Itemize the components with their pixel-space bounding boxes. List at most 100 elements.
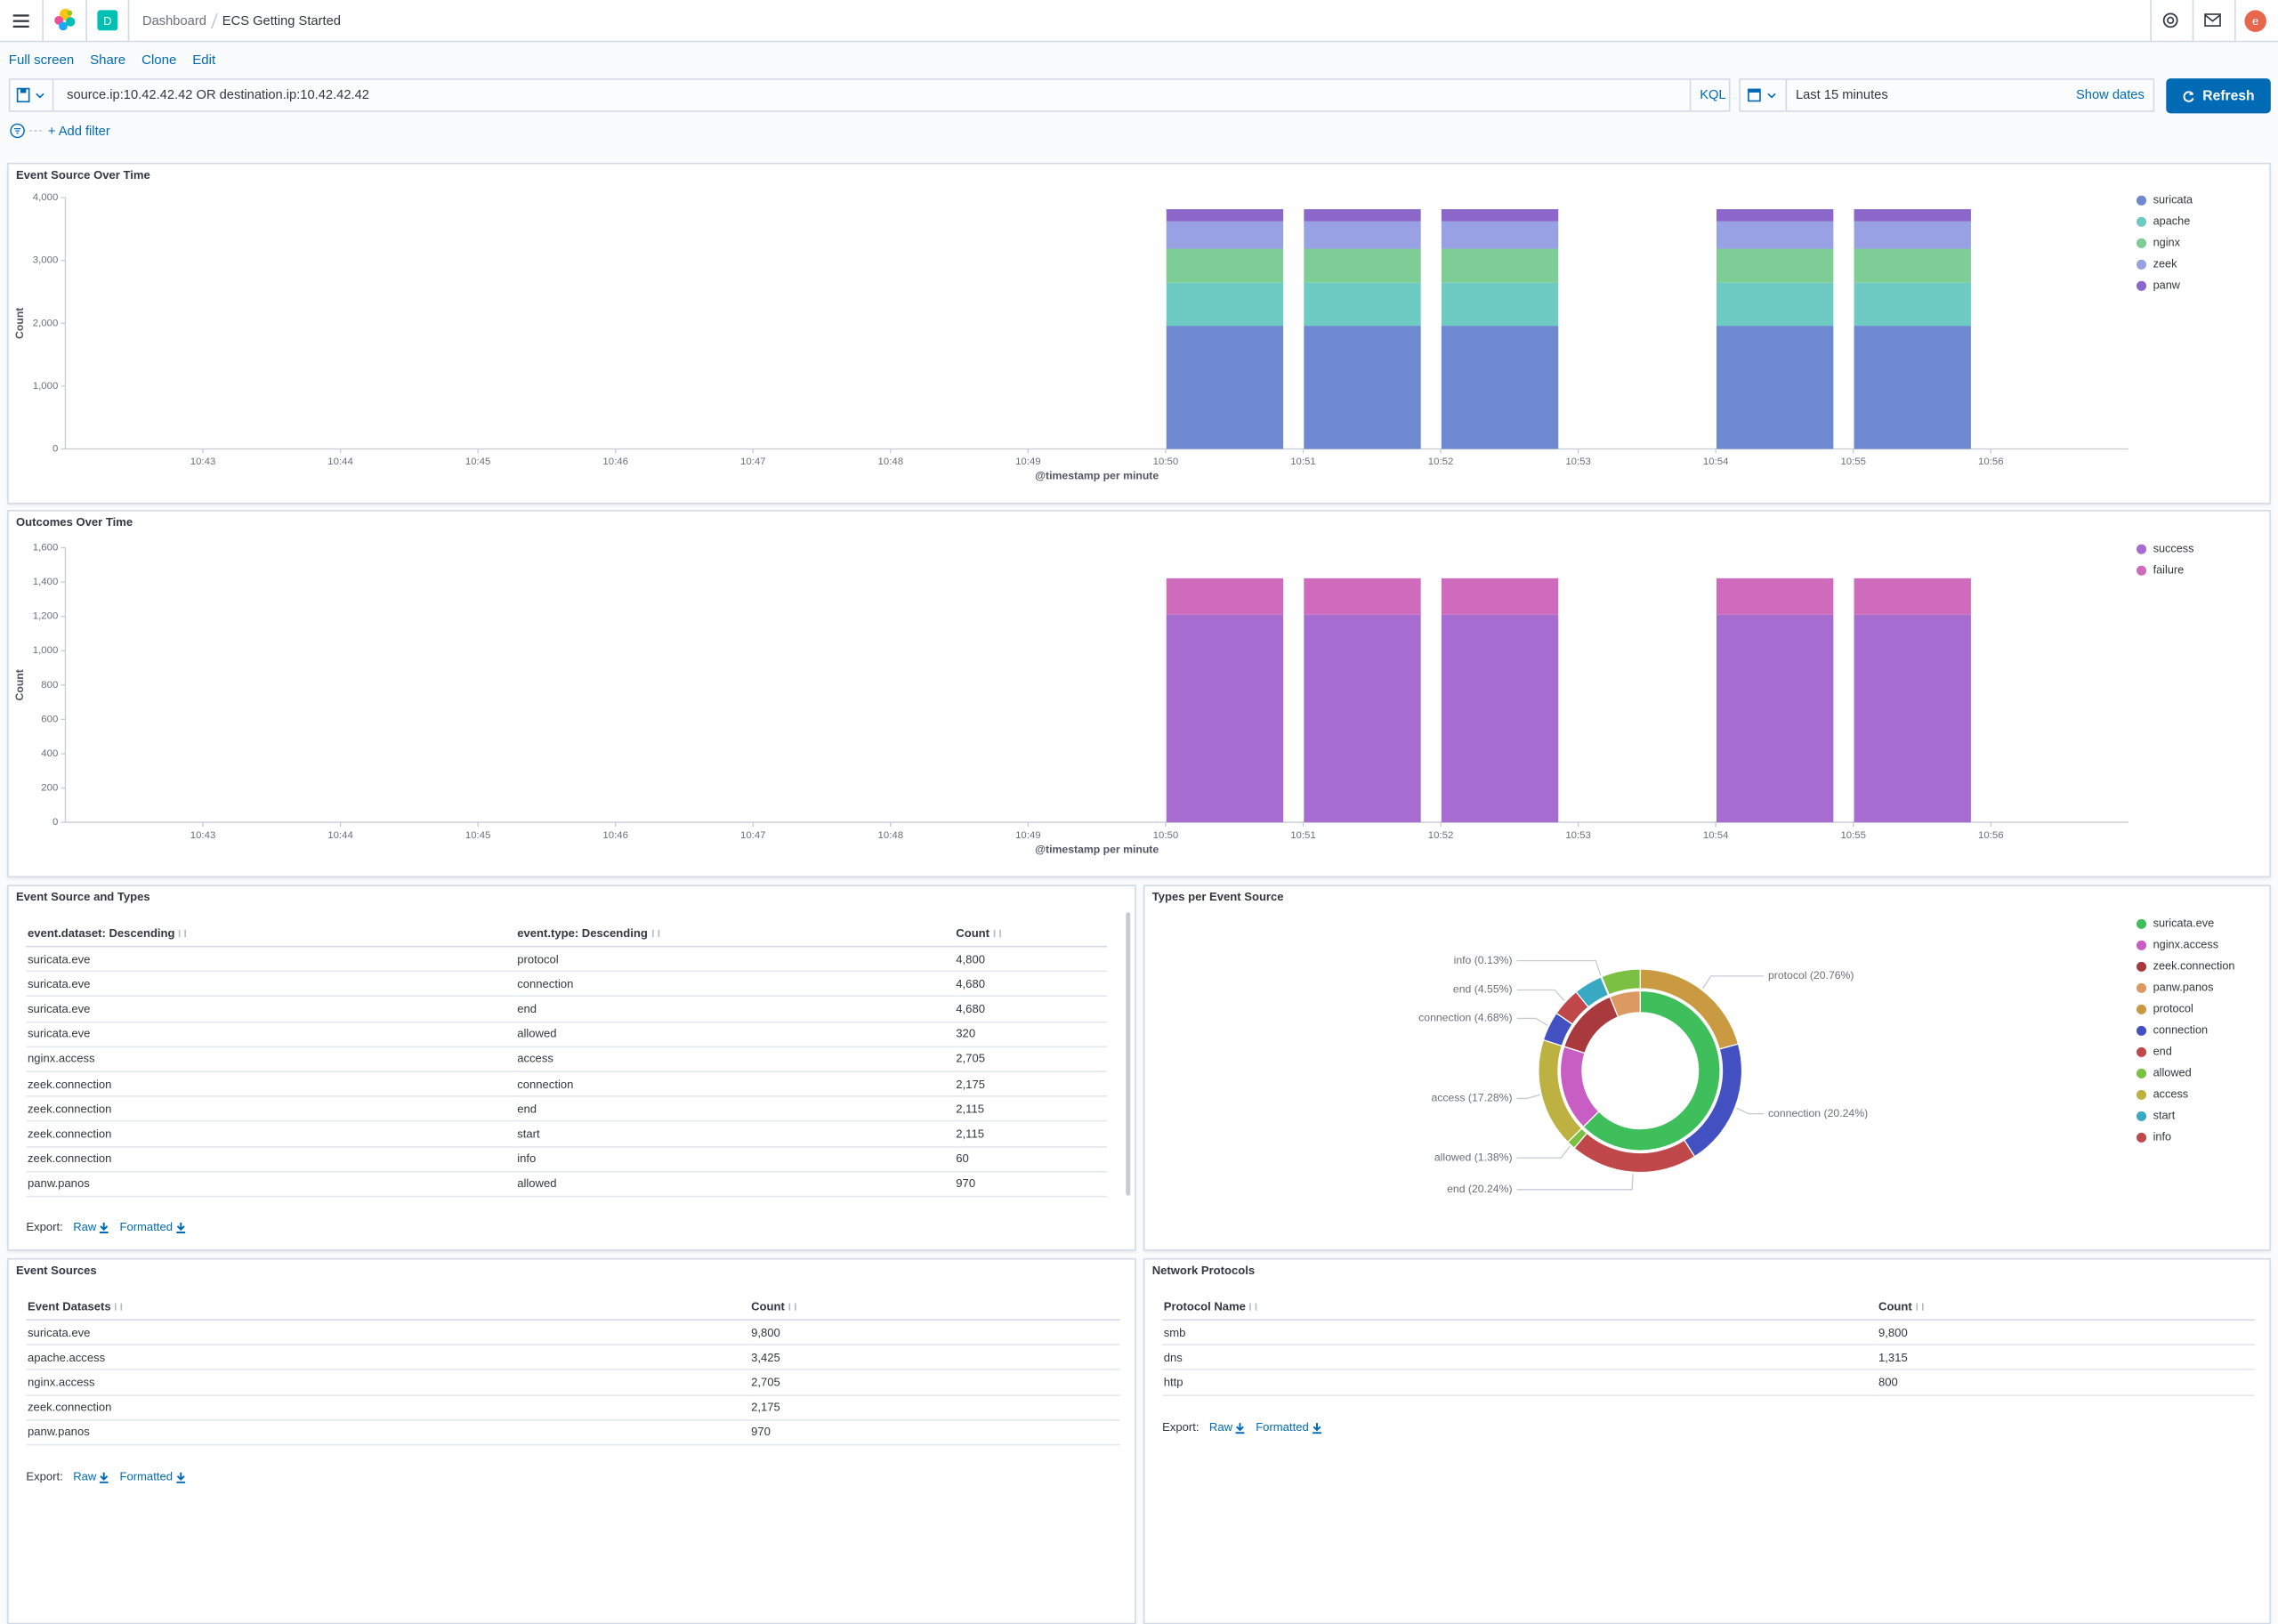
- table-cell: 970: [954, 1171, 1108, 1198]
- export-raw-label: Raw: [73, 1220, 97, 1234]
- panel-title: Event Source and Types: [15, 890, 150, 904]
- column-header[interactable]: event.type: Descending: [515, 921, 955, 948]
- table-cell: 800: [1877, 1369, 2255, 1396]
- table-cell: zeek.connection: [26, 1096, 516, 1122]
- breadcrumb[interactable]: Dashboard: [142, 12, 206, 28]
- scrollbar[interactable]: [1126, 912, 1131, 1196]
- table-cell: connection: [515, 971, 955, 998]
- export-row: Export: Raw Formatted: [26, 1220, 185, 1233]
- table-cell: zeek.connection: [26, 1394, 750, 1421]
- date-picker[interactable]: Last 15 minutes Show dates: [1739, 78, 2155, 112]
- export-formatted-label: Formatted: [119, 1220, 174, 1234]
- panel: Event Sources Export: Raw Formatted Even…: [7, 1257, 1136, 1624]
- table-row: zeek.connection connection 2,175: [26, 1071, 1108, 1097]
- table-cell: zeek.connection: [26, 1071, 516, 1097]
- export-formatted-label: Formatted: [1256, 1420, 1309, 1434]
- table-row: apache.access 3,425: [26, 1345, 1120, 1371]
- menu-link[interactable]: Share: [90, 52, 126, 68]
- column-header[interactable]: Count: [954, 921, 1108, 948]
- header-row: event.dataset: Descending event.type: Des…: [26, 921, 1108, 948]
- query-text[interactable]: source.ip:10.42.42.42 OR destination.ip:…: [67, 86, 369, 102]
- panel-title: Event Sources: [15, 1264, 97, 1278]
- table-cell: end: [515, 996, 955, 1022]
- table-row: zeek.connection end 2,115: [26, 1096, 1108, 1122]
- menu-link[interactable]: Edit: [192, 52, 216, 68]
- table-row: panw.panos allowed 970: [26, 1171, 1108, 1198]
- table-cell: suricata.eve: [26, 971, 516, 998]
- panel: Network Protocols Export: Raw Formatted …: [1143, 1257, 2271, 1624]
- elastic-logo[interactable]: [53, 7, 77, 32]
- saved-query-button[interactable]: [16, 87, 48, 105]
- export-raw[interactable]: Raw: [1209, 1421, 1246, 1434]
- export-label: Export:: [1162, 1420, 1200, 1434]
- separator: [127, 0, 130, 41]
- table-cell: allowed: [515, 1171, 955, 1198]
- export-formatted[interactable]: Formatted: [119, 1220, 185, 1233]
- filter-options[interactable]: [9, 122, 46, 140]
- table-cell: suricata.eve: [26, 1021, 516, 1047]
- column-header[interactable]: Protocol Name: [1162, 1294, 1878, 1321]
- column-header[interactable]: Count: [749, 1294, 1120, 1321]
- table-cell: panw.panos: [26, 1171, 516, 1198]
- table-row: nginx.access access 2,705: [26, 1046, 1108, 1072]
- table-body: suricata.eve 9,800 apache.access 3,425 nginx…: [26, 1320, 1120, 1446]
- menu-button[interactable]: [12, 12, 30, 30]
- help-icon[interactable]: [2161, 12, 2179, 29]
- query-bar[interactable]: source.ip:10.42.42.42 OR destination.ip:…: [8, 78, 1731, 112]
- download-icon: [100, 1222, 109, 1233]
- table-cell: zeek.connection: [26, 1121, 516, 1147]
- column-header[interactable]: Event Datasets: [26, 1294, 750, 1321]
- separator: [2192, 0, 2194, 41]
- export-raw-label: Raw: [1208, 1420, 1233, 1434]
- table-cell: nginx.access: [26, 1046, 516, 1072]
- export-raw[interactable]: Raw: [73, 1470, 109, 1483]
- show-dates[interactable]: Show dates: [2076, 86, 2145, 102]
- export-row: Export: Raw Formatted: [26, 1470, 185, 1483]
- menu-link[interactable]: Full screen: [8, 52, 75, 68]
- table-row: dns 1,315: [1162, 1345, 2255, 1371]
- panel: Outcomes Over Time: [7, 510, 2271, 878]
- table-cell: 9,800: [1877, 1320, 2255, 1346]
- separator: [1689, 79, 1692, 111]
- header-row: Protocol Name Count: [1162, 1294, 2255, 1321]
- table-cell: 320: [954, 1021, 1108, 1047]
- breadcrumb-current: ECS Getting Started: [222, 12, 341, 28]
- quick-select-button[interactable]: [1746, 87, 1781, 105]
- time-range[interactable]: Last 15 minutes: [1795, 86, 1888, 102]
- panel: Event Source and Types Export: Raw Forma…: [7, 885, 1136, 1251]
- table-body: smb 9,800 dns 1,315 http 800: [1162, 1320, 2255, 1396]
- table-row: suricata.eve connection 4,680: [26, 971, 1108, 998]
- export-formatted-label: Formatted: [119, 1470, 174, 1483]
- table-row: zeek.connection info 60: [26, 1146, 1108, 1173]
- panel-title: Types per Event Source: [1151, 890, 1284, 904]
- menu-link[interactable]: Clone: [141, 52, 177, 68]
- refresh-button[interactable]: Refresh: [2166, 78, 2271, 114]
- column-header[interactable]: event.dataset: Descending: [26, 921, 516, 948]
- separator: [2234, 0, 2236, 41]
- table-cell: 970: [749, 1419, 1120, 1446]
- export-formatted[interactable]: Formatted: [119, 1470, 185, 1483]
- space-avatar[interactable]: D: [97, 10, 118, 31]
- table-row: suricata.eve protocol 4,800: [26, 946, 1108, 973]
- table-cell: info: [515, 1146, 955, 1173]
- table-cell: start: [515, 1121, 955, 1147]
- export-raw[interactable]: Raw: [73, 1220, 109, 1233]
- table-cell: apache.access: [26, 1345, 750, 1371]
- news-icon[interactable]: [2204, 13, 2222, 28]
- language-switcher[interactable]: KQL: [1700, 86, 1726, 102]
- table-cell: 2,175: [749, 1394, 1120, 1421]
- table-row: nginx.access 2,705: [26, 1369, 1120, 1396]
- user-avatar[interactable]: e: [2244, 10, 2266, 32]
- export-formatted[interactable]: Formatted: [1256, 1421, 1321, 1434]
- refresh-label: Refresh: [2202, 87, 2255, 104]
- table-cell: 4,680: [954, 971, 1108, 998]
- table-cell: suricata.eve: [26, 996, 516, 1022]
- add-filter[interactable]: + Add filter: [47, 123, 110, 139]
- table-cell: access: [515, 1046, 955, 1072]
- export-row: Export: Raw Formatted: [1162, 1421, 1321, 1434]
- column-header[interactable]: Count: [1877, 1294, 2255, 1321]
- table-cell: 4,800: [954, 946, 1108, 973]
- table-cell: 4,680: [954, 996, 1108, 1022]
- panel: Types per Event Source: [1143, 885, 2271, 1251]
